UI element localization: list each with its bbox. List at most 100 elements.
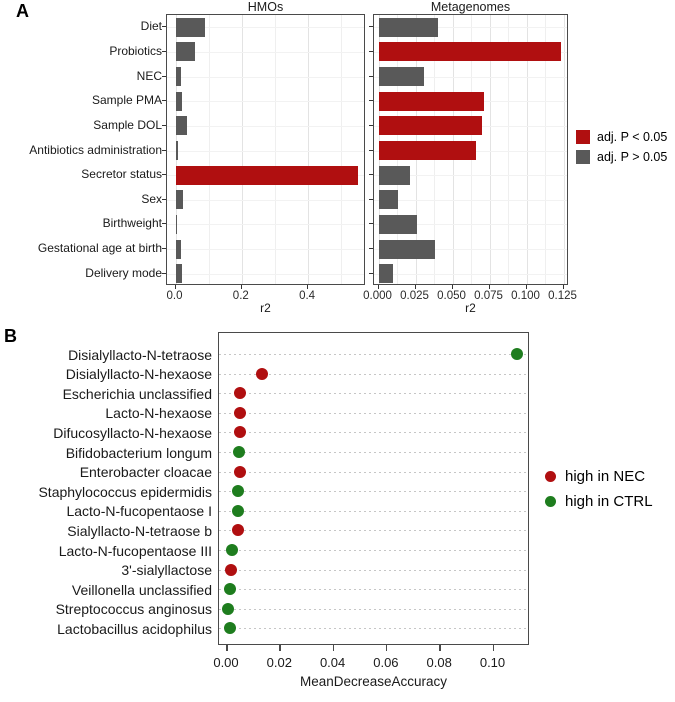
- y-tick: [162, 248, 166, 250]
- category-label: 3'-sialyllactose: [121, 562, 212, 579]
- data-dot: [223, 583, 236, 596]
- metagenomes-plot-area: [373, 14, 568, 285]
- x-tick-label: 0.08: [426, 655, 452, 670]
- data-dot: [222, 602, 235, 615]
- panel-b-plot-area: [218, 332, 529, 645]
- major-gridline: [526, 15, 528, 284]
- category-label: Delivery mode: [85, 265, 162, 280]
- bar: [378, 214, 417, 234]
- y-tick: [369, 75, 373, 77]
- x-tick: [439, 645, 441, 651]
- row-gridline: [374, 27, 567, 29]
- data-dot: [234, 406, 247, 419]
- legend-dot-nec: [545, 471, 556, 482]
- row-gridline: [167, 150, 364, 152]
- data-dot: [231, 485, 244, 498]
- x-tick-label: 0.100: [511, 290, 540, 302]
- dotted-gridline: [219, 393, 528, 395]
- row-gridline: [167, 101, 364, 103]
- y-tick: [369, 50, 373, 52]
- category-label: Bifidobacterium longum: [65, 444, 212, 461]
- dotted-gridline: [219, 550, 528, 551]
- data-dot: [234, 426, 247, 439]
- data-dot: [511, 348, 524, 360]
- data-dot: [223, 622, 236, 635]
- bar: [175, 239, 182, 259]
- panel-a-legend: adj. P < 0.05 adj. P > 0.05: [576, 130, 667, 170]
- category-label: Lacto-N-hexaose: [105, 405, 212, 422]
- row-gridline: [167, 125, 364, 127]
- bar: [378, 239, 435, 259]
- x-tick: [279, 645, 281, 651]
- x-tick: [226, 645, 228, 651]
- row-gridline: [167, 199, 364, 201]
- y-tick: [369, 272, 373, 274]
- dotted-gridline: [219, 491, 528, 493]
- category-label: Secretor status: [81, 167, 162, 182]
- bar: [378, 91, 484, 111]
- row-gridline: [374, 273, 567, 275]
- minor-gridline: [508, 15, 509, 284]
- x-tick: [174, 285, 176, 289]
- y-tick: [162, 100, 166, 102]
- bar: [175, 17, 206, 37]
- category-label: Gestational age at birth: [37, 241, 162, 256]
- data-dot: [224, 563, 237, 576]
- category-label: Escherichia unclassified: [62, 385, 212, 402]
- category-label: Birthweight: [102, 216, 162, 231]
- row-gridline: [374, 224, 567, 226]
- y-tick: [369, 149, 373, 151]
- bar: [175, 214, 177, 234]
- x-tick-label: 0.000: [363, 290, 392, 302]
- category-label: Enterobacter cloacae: [79, 464, 212, 481]
- legend-row-significant: adj. P < 0.05: [576, 130, 667, 144]
- dotted-gridline: [219, 452, 528, 453]
- x-tick: [332, 645, 335, 651]
- facet-title-hmos: HMOs: [247, 0, 284, 14]
- minor-gridline: [341, 15, 343, 284]
- bar: [175, 91, 183, 111]
- bar: [378, 42, 561, 62]
- data-dot: [231, 504, 244, 517]
- y-tick: [162, 26, 166, 28]
- x-tick-label: 0.025: [400, 290, 429, 302]
- x-tick: [240, 285, 242, 289]
- panel-b-x-axis-title: MeanDecreaseAccuracy: [299, 674, 448, 689]
- y-tick: [162, 223, 166, 225]
- category-label: Veillonella unclassified: [71, 581, 212, 598]
- minor-gridline: [545, 15, 546, 284]
- row-gridline: [374, 76, 567, 78]
- legend-row-nonsignificant: adj. P > 0.05: [576, 150, 667, 164]
- category-label: Diet: [140, 19, 162, 34]
- y-tick: [162, 75, 166, 77]
- x-tick: [525, 285, 527, 289]
- category-label: Lacto-N-fucopentaose I: [66, 503, 212, 520]
- category-label: Lactobacillus acidophilus: [57, 620, 212, 637]
- bar: [378, 264, 394, 284]
- minor-gridline: [274, 15, 276, 284]
- row-gridline: [167, 249, 364, 251]
- y-tick: [162, 149, 166, 151]
- category-label: Sialyllacto-N-tetraose b: [67, 522, 212, 539]
- legend-label-nec: high in NEC: [565, 468, 646, 485]
- x-tick-label: 0.2: [232, 290, 249, 302]
- x-tick-label: 0.02: [266, 655, 292, 670]
- major-gridline: [308, 15, 310, 284]
- x-tick-label: 0.04: [319, 655, 346, 670]
- y-tick: [369, 198, 373, 200]
- metagenomes-x-axis-title: r2: [465, 301, 476, 315]
- dotted-gridline: [219, 608, 528, 610]
- y-tick: [162, 272, 166, 274]
- x-tick-label: 0.06: [373, 655, 399, 670]
- data-dot: [255, 367, 268, 380]
- facet-title-metagenomes: Metagenomes: [430, 0, 511, 14]
- data-dot: [234, 465, 247, 478]
- row-gridline: [167, 273, 364, 275]
- dotted-gridline: [219, 589, 528, 591]
- y-tick: [369, 248, 373, 250]
- dotted-gridline: [219, 530, 528, 532]
- x-tick-label: 0.10: [479, 655, 506, 670]
- y-tick: [162, 198, 166, 200]
- category-label: Staphylococcus epidermidis: [38, 483, 212, 500]
- dotted-gridline: [219, 628, 528, 630]
